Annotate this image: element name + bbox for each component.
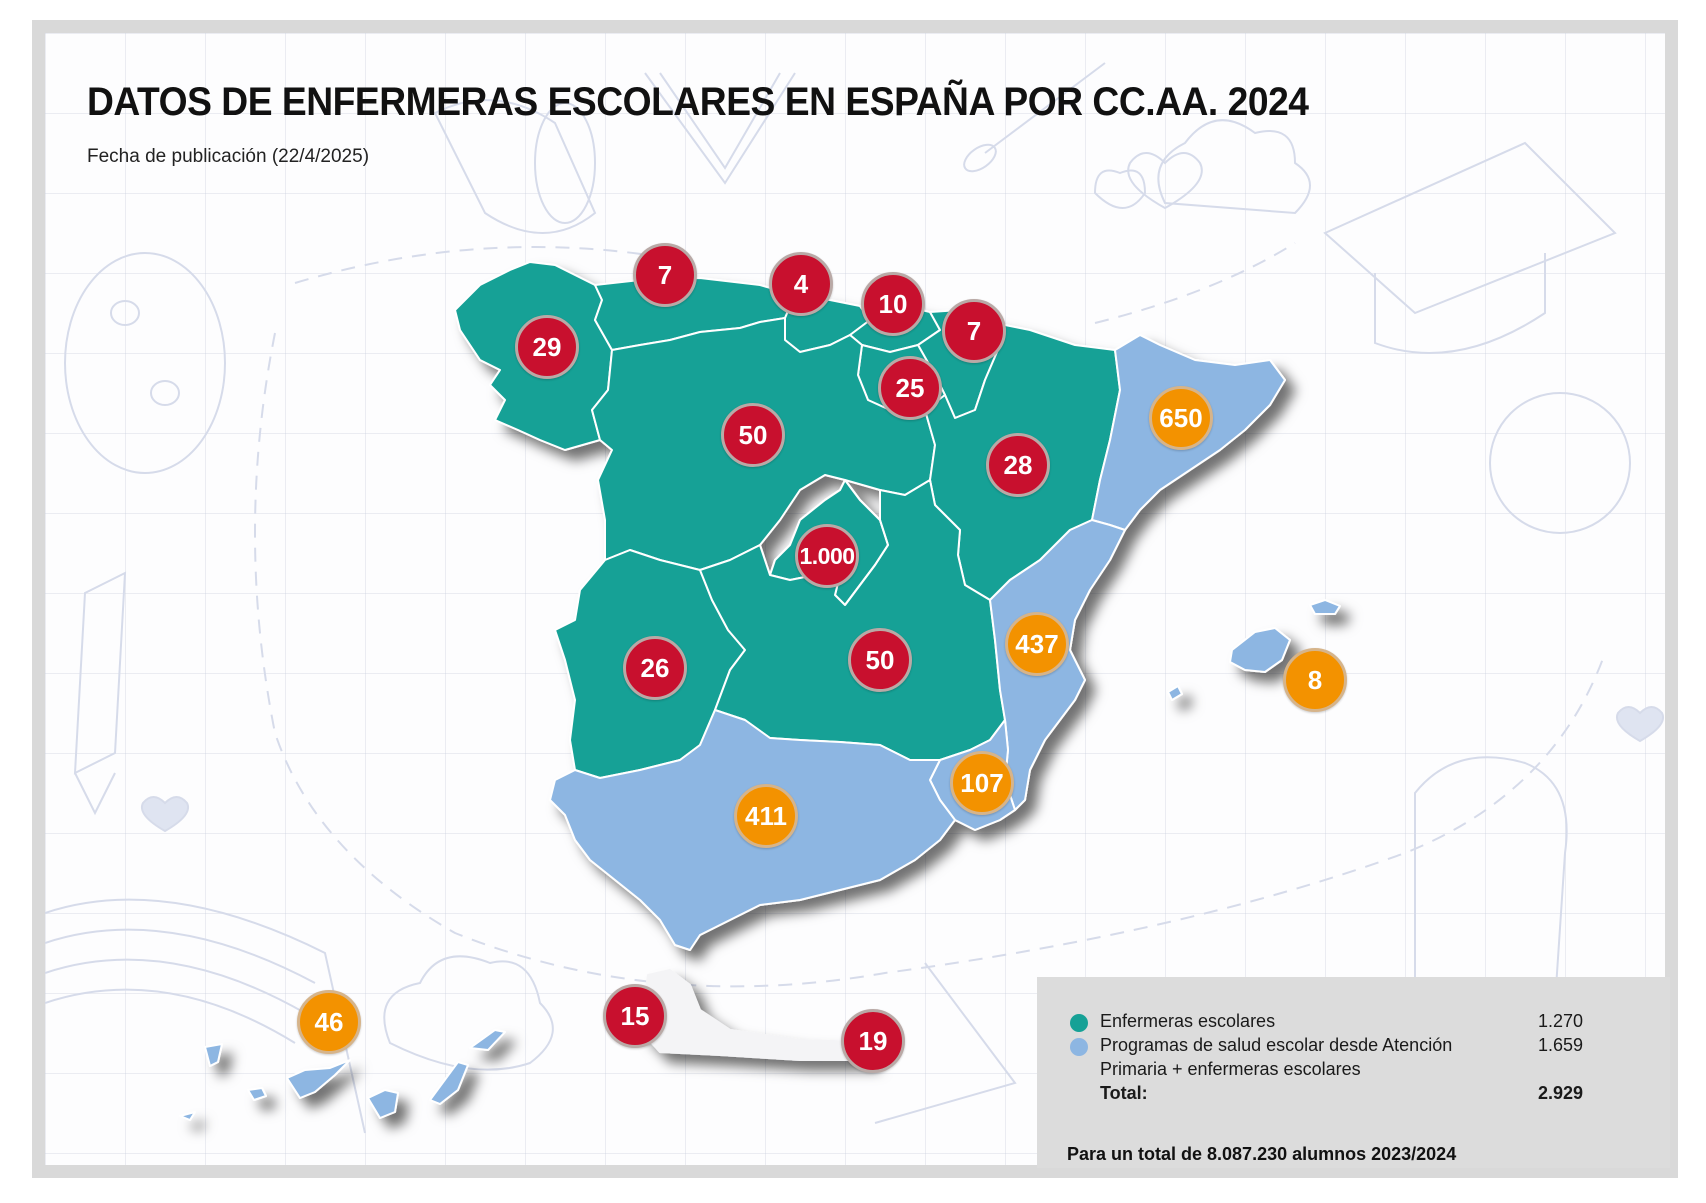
region-menorca — [1309, 599, 1341, 615]
legend-value-enfermeras: 1.270 — [1537, 1011, 1583, 1031]
legend-total-value: 2.929 — [1537, 1083, 1583, 1103]
legend-label-programas: Programas de salud escolar desde Atenció… — [1100, 1035, 1453, 1055]
students-total-note: Para un total de 8.087.230 alumnos 2023/… — [1067, 1144, 1457, 1164]
bubble-navarra: 7 — [942, 299, 1006, 363]
region-ibiza — [1167, 685, 1183, 701]
bubble-andalucia: 411 — [734, 784, 798, 848]
bubble-pais-vasco: 10 — [861, 272, 925, 336]
bubble-castilla-y-leon: 50 — [721, 403, 785, 467]
bubble-baleares: 8 — [1283, 648, 1347, 712]
bubble-melilla: 19 — [841, 1009, 905, 1073]
bubble-extremadura: 26 — [623, 636, 687, 700]
region-canarias-la-palma — [204, 1043, 223, 1067]
legend-value-programas: 1.659 — [1537, 1035, 1583, 1055]
legend-total-label: Total: — [1100, 1083, 1148, 1103]
legend-label-enfermeras: Enfermeras escolares — [1100, 1011, 1276, 1031]
legend-dot-blue-icon — [1070, 1038, 1088, 1056]
publication-date: Fecha de publicación (22/4/2025) — [87, 146, 370, 167]
bubble-canarias: 46 — [297, 990, 361, 1054]
bubble-ceuta: 15 — [603, 984, 667, 1048]
legend-panel: Enfermeras escolares 1.270 Programas de … — [1037, 977, 1670, 1168]
region-canarias-gran-canaria — [367, 1089, 399, 1119]
bubble-castilla-la-mancha: 50 — [848, 628, 912, 692]
bubble-madrid: 1.000 — [795, 524, 859, 588]
region-canarias-la-gomera — [247, 1087, 267, 1101]
bubble-aragon: 28 — [986, 433, 1050, 497]
legend-dot-teal-icon — [1070, 1014, 1088, 1032]
bubble-la-rioja: 25 — [878, 356, 942, 420]
region-ceuta-melilla-strip — [639, 969, 871, 1061]
bubble-galicia: 29 — [515, 315, 579, 379]
page-title: DATOS DE ENFERMERAS ESCOLARES EN ESPAÑA … — [87, 80, 1309, 124]
bubble-cantabria: 4 — [769, 252, 833, 316]
bubble-cataluna: 650 — [1149, 386, 1213, 450]
bubble-valenciana: 437 — [1005, 612, 1069, 676]
legend-label-programas-line2: Primaria + enfermeras escolares — [1100, 1059, 1361, 1079]
region-canarias-el-hierro — [179, 1111, 196, 1121]
region-canarias-tenerife — [286, 1059, 351, 1099]
region-canarias-lanzarote — [469, 1029, 506, 1051]
bubble-murcia: 107 — [950, 751, 1014, 815]
region-mallorca — [1229, 627, 1291, 673]
bubble-asturias: 7 — [633, 243, 697, 307]
background-school-doodles — [45, 62, 1664, 1134]
region-canarias-fuerteventura — [429, 1061, 469, 1105]
